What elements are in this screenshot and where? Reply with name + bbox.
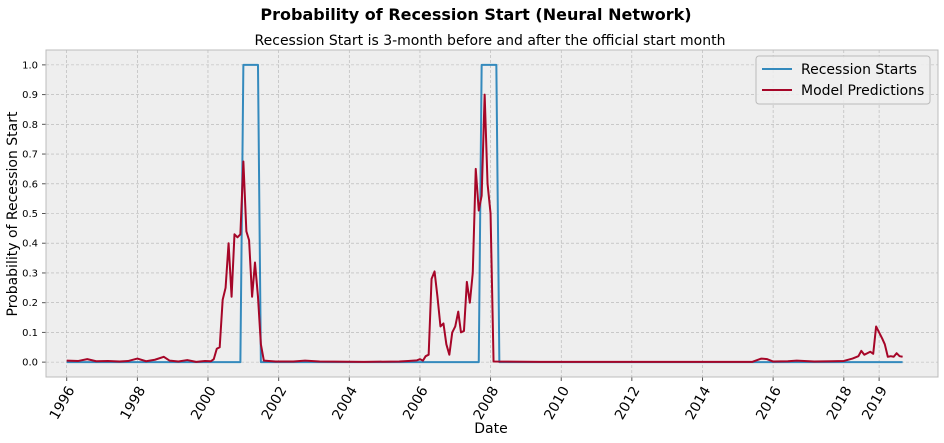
x-tick-label: 2004 bbox=[329, 384, 361, 423]
x-tick-label: 2010 bbox=[541, 384, 573, 423]
x-tick-label: 2006 bbox=[400, 384, 432, 423]
x-tick-label: 2016 bbox=[753, 384, 785, 423]
series-line-1 bbox=[66, 93, 903, 363]
y-tick-label: 0.1 bbox=[22, 328, 38, 339]
y-axis-label: Probability of Recession Start bbox=[5, 111, 21, 317]
legend-label-recession-starts: Recession Starts bbox=[801, 62, 917, 78]
x-tick-label: 2002 bbox=[259, 384, 291, 423]
y-tick-label: 0.4 bbox=[22, 239, 38, 250]
y-tick-label: 0.3 bbox=[22, 268, 38, 279]
y-tick-label: 0.2 bbox=[22, 298, 38, 309]
x-tick-label: 2019 bbox=[859, 384, 891, 423]
x-tick-label: 2018 bbox=[824, 384, 856, 423]
x-tick-label: 2014 bbox=[683, 384, 715, 423]
y-tick-label: 0.7 bbox=[22, 150, 38, 161]
y-tick-label: 0.0 bbox=[22, 358, 38, 369]
x-tick-label: 1996 bbox=[47, 384, 79, 423]
y-tick-label: 0.8 bbox=[22, 120, 38, 131]
chart-suptitle: Probability of Recession Start (Neural N… bbox=[260, 5, 691, 24]
x-tick-label: 2012 bbox=[612, 384, 644, 423]
y-tick-label: 0.6 bbox=[22, 179, 38, 190]
x-tick-label: 2000 bbox=[188, 384, 220, 423]
y-tick-label: 0.5 bbox=[22, 209, 38, 220]
x-tick-label: 1998 bbox=[117, 384, 149, 423]
x-tick-label: 2008 bbox=[471, 384, 503, 423]
y-tick-label: 1.0 bbox=[22, 60, 38, 71]
chart-title: Recession Start is 3-month before and af… bbox=[255, 33, 726, 49]
series-layer bbox=[66, 63, 903, 364]
y-tick-label: 0.9 bbox=[22, 90, 38, 101]
legend: Recession Starts Model Predictions bbox=[755, 55, 931, 105]
legend-label-model-predictions: Model Predictions bbox=[801, 83, 924, 99]
x-axis-label: Date bbox=[474, 421, 507, 437]
legend-box bbox=[755, 55, 931, 105]
plot-frame bbox=[45, 49, 939, 378]
